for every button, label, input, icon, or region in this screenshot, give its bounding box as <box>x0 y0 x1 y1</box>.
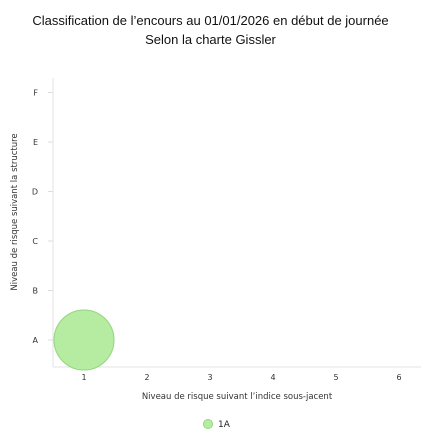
legend[interactable]: 1A <box>203 419 231 431</box>
x-tick-label: 6 <box>396 373 401 382</box>
bubble-series <box>53 309 115 371</box>
y-tick-label: E <box>33 138 38 147</box>
legend-marker[interactable] <box>203 419 213 429</box>
x-axis-title: Niveau de risque suivant l’indice sous-j… <box>142 392 333 402</box>
y-tick-label: D <box>32 188 38 197</box>
x-tick-label: 1 <box>81 373 86 382</box>
y-tick-label: C <box>32 237 38 246</box>
y-axis-title: Niveau de risque suivant la structure <box>10 133 20 290</box>
x-tick-label: 2 <box>144 373 149 382</box>
bubble-point[interactable] <box>53 309 115 371</box>
chart-axes <box>52 78 421 368</box>
legend-label[interactable]: 1A <box>218 420 231 430</box>
chart-subtitle: Selon la charte Gissler <box>145 32 276 47</box>
x-tick-label: 4 <box>270 373 275 382</box>
y-tick-label: B <box>33 287 39 296</box>
chart-title: Classification de l’encours au 01/01/202… <box>32 13 389 28</box>
x-tick-label: 3 <box>207 373 212 382</box>
y-tick-label: A <box>33 336 39 345</box>
y-tick-label: F <box>33 89 38 98</box>
x-tick-label: 5 <box>333 373 338 382</box>
tick-labels: A B C D E F 1 2 3 4 5 6 <box>32 89 402 383</box>
